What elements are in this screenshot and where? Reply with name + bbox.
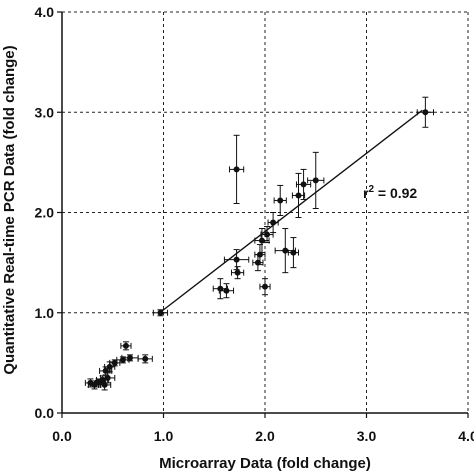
data-point: [295, 192, 302, 199]
r-squared-annotation: r2 = 0.92: [363, 184, 417, 201]
data-point: [127, 354, 134, 361]
data-point: [312, 177, 319, 184]
y-tick-label: 3.0: [35, 104, 55, 120]
axis-layer: [57, 11, 469, 418]
x-axis-title: Microarray Data (fold change): [159, 455, 371, 472]
data-point: [104, 374, 111, 381]
data-point: [300, 181, 307, 188]
data-point: [234, 269, 241, 276]
y-tick-label: 4.0: [35, 4, 55, 20]
data-point: [223, 287, 230, 294]
y-axis-title: Quantitative Real-time PCR Data (fold ch…: [1, 45, 18, 374]
y-tick-label: 0.0: [35, 405, 55, 421]
y-tick-label: 1.0: [35, 305, 55, 321]
data-point: [256, 251, 263, 258]
regression-line: [157, 109, 423, 315]
data-point: [290, 249, 297, 256]
x-tick-label: 0.0: [52, 428, 72, 444]
data-point: [122, 342, 129, 349]
data-point: [262, 283, 268, 290]
data-point-layer: [87, 109, 429, 388]
data-point: [258, 237, 265, 244]
regression-line-layer: [157, 109, 423, 315]
data-point: [254, 259, 261, 266]
data-point: [270, 219, 277, 226]
data-point: [422, 109, 429, 116]
data-point: [142, 355, 149, 362]
data-point: [157, 309, 164, 316]
x-tick-label: 3.0: [357, 428, 377, 444]
tick-label-layer: 0.0 1.0 2.0 3.0 4.0 0.0 1.0 2.0 3.0 4.0: [35, 4, 474, 444]
x-tick-label: 2.0: [255, 428, 275, 444]
data-point: [111, 359, 118, 366]
data-point: [119, 356, 126, 363]
data-point: [102, 367, 109, 374]
y-tick-label: 2.0: [35, 205, 55, 221]
data-point: [277, 197, 284, 204]
x-tick-label: 4.0: [458, 428, 474, 444]
data-point: [233, 166, 240, 173]
data-point: [233, 256, 240, 263]
data-point: [282, 247, 289, 254]
data-point: [106, 363, 113, 370]
data-point: [101, 381, 108, 388]
x-tick-label: 1.0: [154, 428, 174, 444]
data-point: [264, 231, 271, 238]
data-point: [87, 379, 94, 386]
data-point: [217, 285, 224, 292]
grid-layer: [62, 11, 469, 413]
